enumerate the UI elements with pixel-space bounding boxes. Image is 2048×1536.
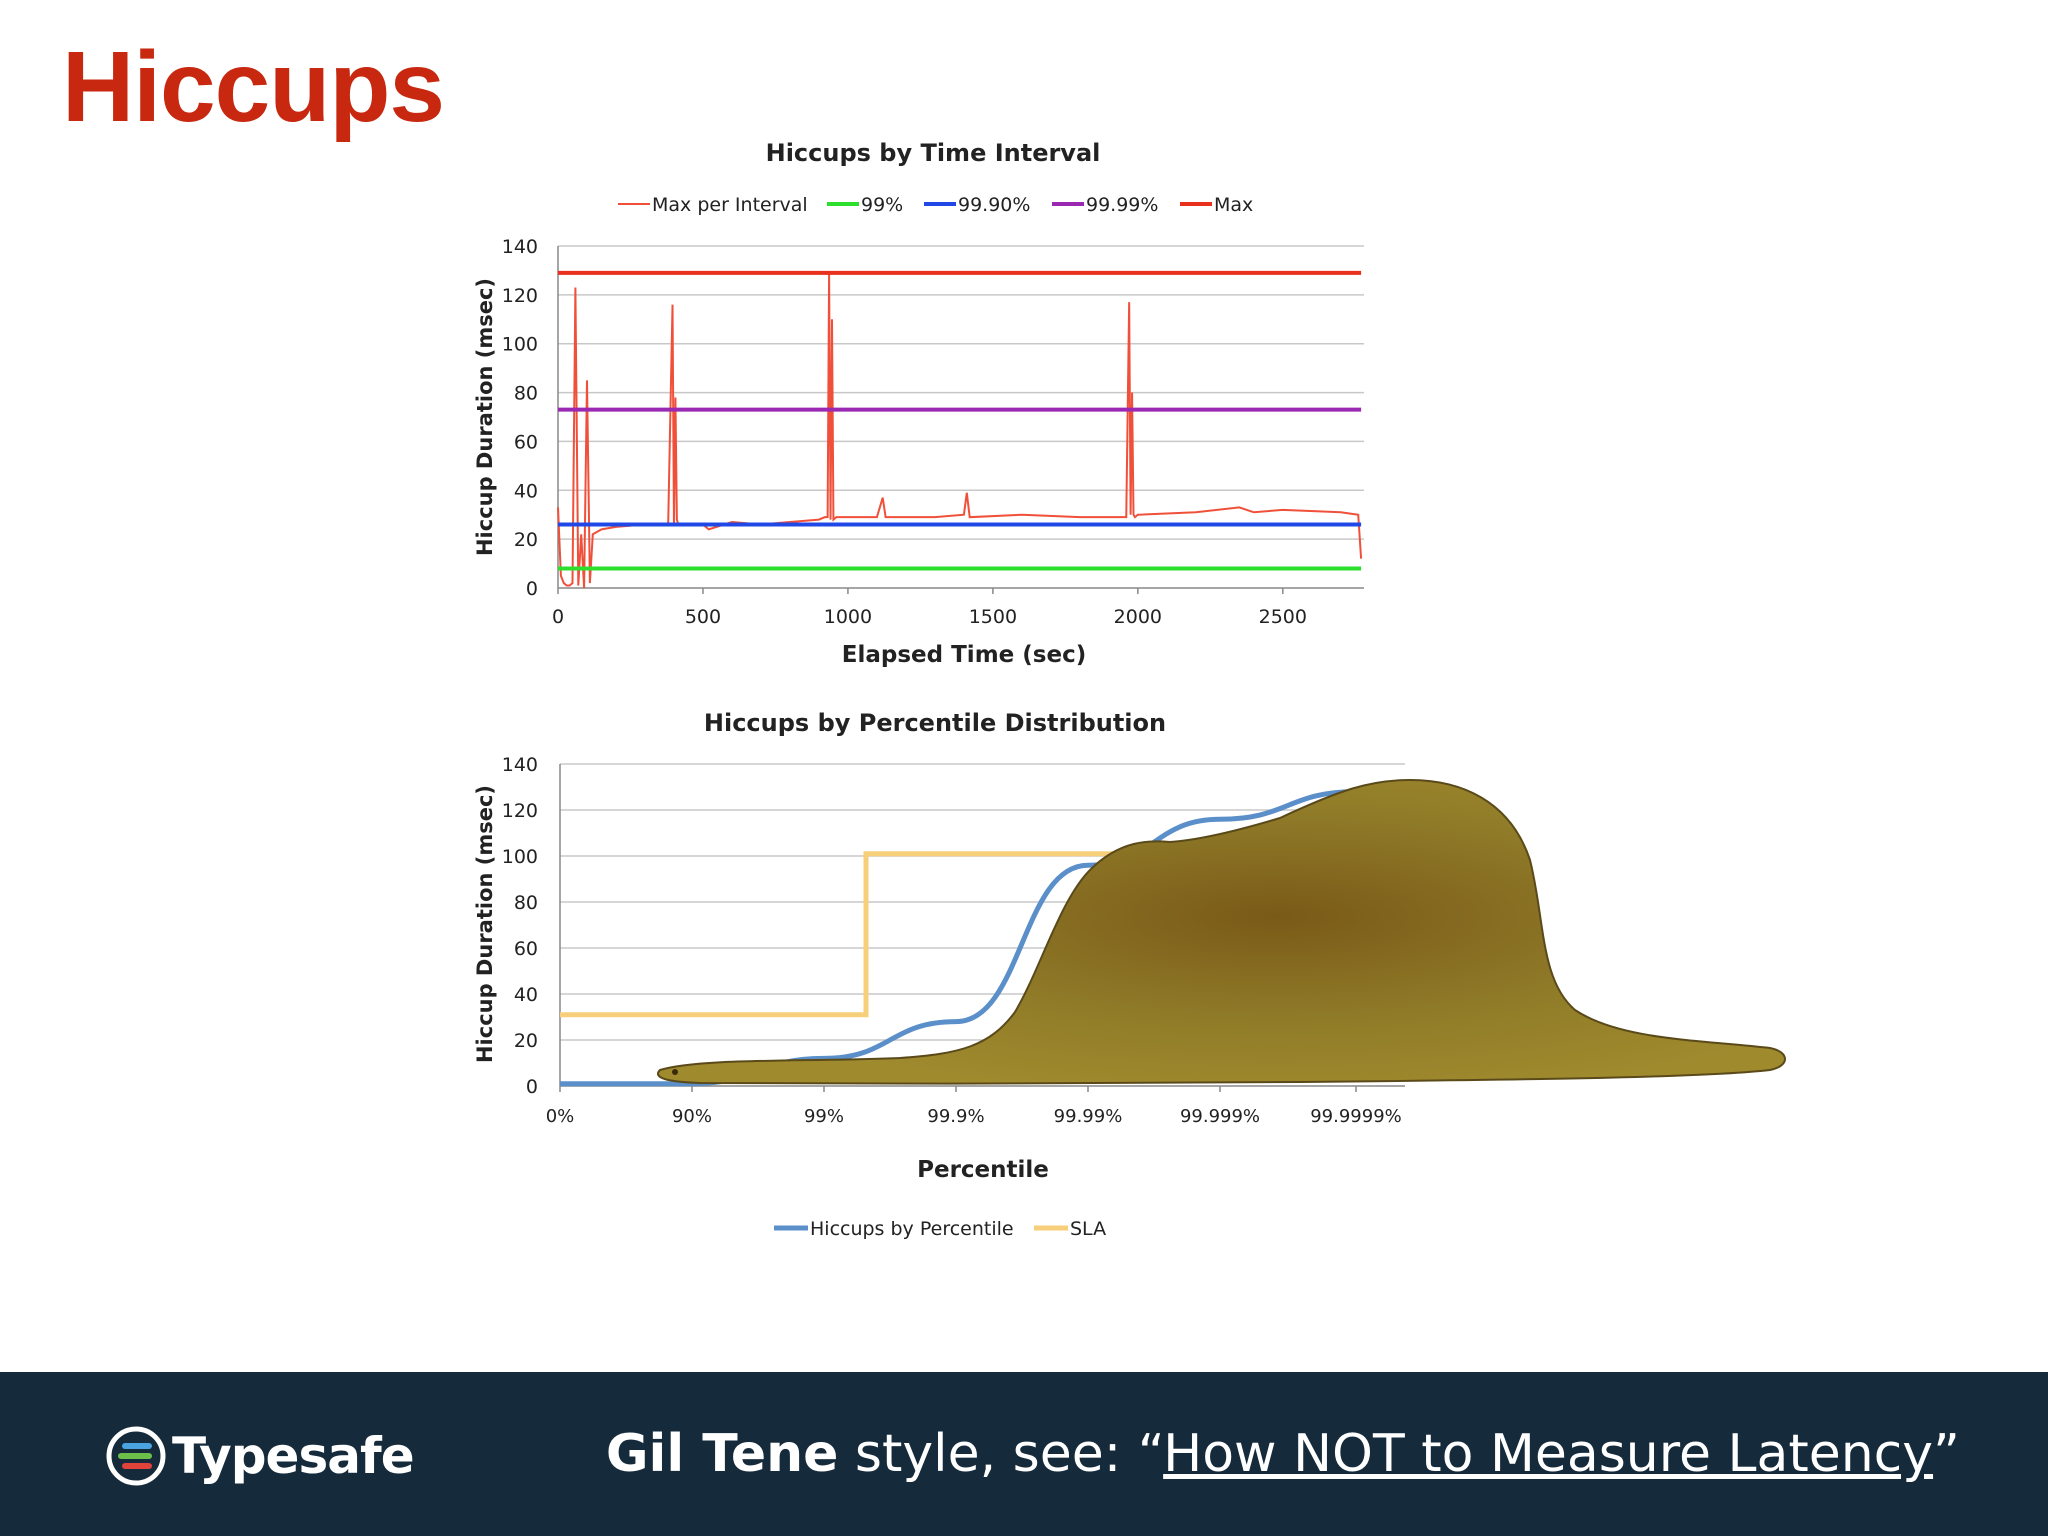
- chart2-axes: 0 20 40 60 80 100 120 140 0% 90% 99% 99.9% 99.99% 99.…: [502, 754, 1402, 1127]
- chart2-y-tick-label: 60: [514, 938, 538, 960]
- chart1-title: Hiccups by Time Interval: [766, 139, 1101, 167]
- chart1-x-tick-label: 2000: [1114, 606, 1162, 628]
- chart2-x-tick-label: 90%: [672, 1106, 712, 1127]
- chart1-y-tick-label: 80: [514, 383, 538, 405]
- chart1-legend-label: 99.90%: [958, 194, 1030, 216]
- typesafe-logo: Typesafe: [104, 1426, 415, 1486]
- chart2-x-tick-label: 99%: [804, 1106, 844, 1127]
- chart1-x-tick-label: 0: [552, 606, 564, 628]
- chart1-legend-label: Max per Interval: [652, 194, 808, 216]
- chart2-x-tick-label: 99.9999%: [1310, 1106, 1402, 1127]
- chart1-x-tick-label: 2500: [1259, 606, 1307, 628]
- chart2-x-tick-label: 99.999%: [1180, 1106, 1260, 1127]
- chart1-y-tick-label: 100: [502, 334, 538, 356]
- boa-hat-drawing: [657, 778, 1786, 1085]
- chart1-y-axis-label: Hiccup Duration (msec): [473, 278, 497, 556]
- chart1-legend: Max per Interval 99% 99.90% 99.99% Max: [618, 194, 1253, 216]
- credit-text: Gil Tene style, see: “How NOT to Measure…: [606, 1424, 1960, 1484]
- chart2-y-tick-label: 80: [514, 892, 538, 914]
- chart1-grid: [558, 245, 1364, 589]
- chart2-title: Hiccups by Percentile Distribution: [704, 709, 1166, 737]
- chart-hiccups-by-time-interval: Hiccups by Time Interval Max per Interva…: [473, 139, 1364, 668]
- chart1-x-axis-label: Elapsed Time (sec): [842, 642, 1086, 668]
- chart2-x-axis-label: Percentile: [917, 1157, 1049, 1183]
- credit-end: ”: [1933, 1424, 1960, 1484]
- chart1-series-max-per-interval: [557, 272, 1363, 589]
- chart2-x-tick-label: 99.9%: [927, 1106, 984, 1127]
- chart1-legend-label: 99.99%: [1086, 194, 1158, 216]
- typesafe-logo-icon: [106, 1426, 166, 1486]
- chart1-x-tick-label: 1000: [824, 606, 872, 628]
- footer-bar: Typesafe Gil Tene style, see: “How NOT t…: [0, 1372, 2048, 1536]
- chart1-legend-label: 99%: [861, 194, 903, 216]
- chart1-series: [557, 270, 1363, 589]
- chart2-y-axis-label: Hiccup Duration (msec): [473, 785, 497, 1063]
- credit-talk-link[interactable]: How NOT to Measure Latency: [1163, 1424, 1934, 1484]
- chart1-y-tick-label: 60: [514, 431, 538, 453]
- chart2-legend-label: Hiccups by Percentile: [810, 1218, 1014, 1240]
- chart1-legend-label: Max: [1214, 194, 1253, 216]
- chart1-y-tick-label: 140: [502, 236, 538, 258]
- chart2-y-tick-label: 0: [526, 1076, 538, 1098]
- chart1-y-tick-label: 0: [526, 578, 538, 600]
- chart1-x-tick-label: 500: [685, 606, 721, 628]
- chart2-y-tick-label: 40: [514, 984, 538, 1006]
- chart2-x-tick-label: 0%: [546, 1106, 575, 1127]
- typesafe-logo-text: Typesafe: [172, 1427, 415, 1485]
- chart1-y-tick-label: 120: [502, 285, 538, 307]
- chart2-y-tick-label: 140: [502, 754, 538, 776]
- slide-title: Hiccups: [62, 31, 445, 143]
- chart1-axes: 0 20 40 60 80 100 120 140 0 500 1000 1500 2000 2500: [502, 236, 1307, 628]
- chart1-x-tick-label: 1500: [969, 606, 1017, 628]
- chart2-legend-label: SLA: [1070, 1218, 1106, 1240]
- credit-mid: style, see: “: [838, 1424, 1164, 1484]
- chart2-y-tick-label: 100: [502, 846, 538, 868]
- chart1-y-tick-label: 20: [514, 529, 538, 551]
- chart1-y-tick-label: 40: [514, 480, 538, 502]
- chart2-y-tick-label: 20: [514, 1030, 538, 1052]
- credit-author: Gil Tene: [605, 1424, 839, 1484]
- charts-canvas: Hiccups by Time Interval Max per Interva…: [473, 139, 1786, 1240]
- chart2-legend: Hiccups by Percentile SLA: [774, 1218, 1106, 1240]
- chart2-y-tick-label: 120: [502, 800, 538, 822]
- chart2-x-tick-label: 99.99%: [1054, 1106, 1123, 1127]
